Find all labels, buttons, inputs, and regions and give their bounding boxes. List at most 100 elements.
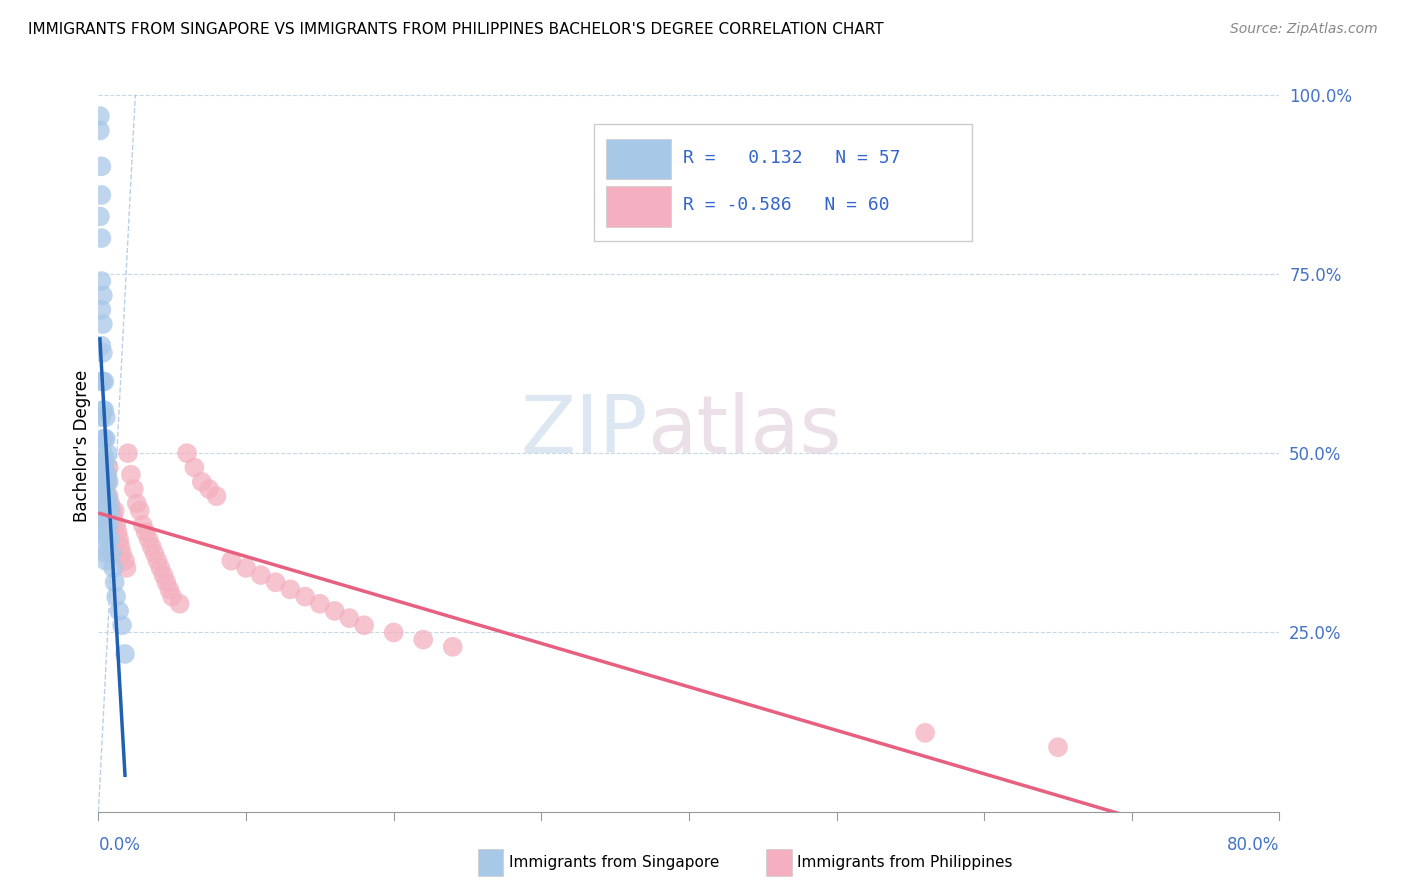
Point — [105, 517, 128, 532]
Point — [90, 410, 112, 425]
Point — [96, 517, 118, 532]
Point — [94, 432, 117, 446]
Point — [100, 503, 122, 517]
Point — [98, 503, 121, 517]
Point — [104, 503, 127, 517]
Point — [138, 533, 160, 547]
Point — [93, 375, 115, 389]
Point — [94, 503, 117, 517]
Point — [90, 231, 112, 245]
Point — [176, 446, 198, 460]
Point — [94, 554, 117, 568]
Point — [94, 524, 117, 539]
Point — [141, 540, 163, 554]
Point — [93, 510, 115, 524]
Text: IMMIGRANTS FROM SINGAPORE VS IMMIGRANTS FROM PHILIPPINES BACHELOR'S DEGREE CORRE: IMMIGRANTS FROM SINGAPORE VS IMMIGRANTS … — [28, 22, 884, 37]
Text: 0.0%: 0.0% — [98, 836, 141, 854]
Point — [114, 554, 136, 568]
Point — [91, 460, 114, 475]
Point — [90, 188, 112, 202]
Point — [309, 597, 332, 611]
Point — [90, 338, 112, 352]
Point — [191, 475, 214, 489]
Point — [97, 489, 120, 503]
Point — [294, 590, 316, 604]
Text: atlas: atlas — [648, 392, 842, 470]
Point — [278, 582, 302, 597]
Point — [93, 482, 115, 496]
Point — [89, 210, 111, 224]
Point — [90, 302, 112, 317]
Point — [94, 475, 117, 489]
Point — [90, 503, 112, 517]
Point — [107, 524, 129, 539]
Point — [98, 533, 121, 547]
Point — [104, 575, 127, 590]
Point — [94, 510, 117, 524]
Point — [149, 561, 172, 575]
Point — [198, 482, 221, 496]
Point — [108, 533, 131, 547]
Point — [105, 590, 128, 604]
Point — [97, 517, 120, 532]
Point — [91, 345, 114, 359]
Point — [94, 453, 117, 467]
FancyBboxPatch shape — [595, 124, 973, 241]
Point — [115, 561, 138, 575]
Point — [111, 547, 134, 561]
Point — [93, 524, 115, 539]
Point — [94, 540, 117, 554]
Point — [103, 510, 125, 524]
Point — [91, 482, 114, 496]
Point — [97, 496, 120, 510]
Point — [94, 410, 117, 425]
Point — [1046, 740, 1069, 755]
Point — [143, 547, 166, 561]
Point — [250, 568, 273, 582]
FancyBboxPatch shape — [606, 186, 671, 227]
Text: R = -0.586   N = 60: R = -0.586 N = 60 — [683, 196, 890, 214]
Point — [91, 446, 114, 460]
Point — [94, 547, 117, 561]
Text: Immigrants from Singapore: Immigrants from Singapore — [509, 855, 720, 870]
Point — [117, 446, 139, 460]
Point — [90, 375, 112, 389]
Point — [96, 489, 118, 503]
Point — [93, 432, 115, 446]
Point — [264, 575, 287, 590]
Point — [97, 460, 120, 475]
Point — [96, 475, 118, 489]
Point — [96, 503, 118, 517]
Point — [146, 554, 169, 568]
Point — [235, 561, 257, 575]
Point — [90, 159, 112, 173]
Text: R =   0.132   N = 57: R = 0.132 N = 57 — [683, 149, 900, 167]
Point — [108, 604, 131, 618]
Point — [219, 554, 242, 568]
Point — [97, 475, 120, 489]
Point — [157, 582, 180, 597]
Point — [96, 467, 118, 482]
Point — [111, 618, 134, 632]
Point — [91, 475, 114, 489]
Point — [90, 475, 112, 489]
Point — [135, 524, 157, 539]
Point — [110, 540, 132, 554]
Point — [382, 625, 405, 640]
Point — [155, 575, 177, 590]
Point — [183, 460, 205, 475]
Point — [96, 533, 118, 547]
Point — [91, 317, 114, 331]
Point — [100, 547, 122, 561]
Point — [96, 446, 118, 460]
Point — [114, 647, 136, 661]
Point — [169, 597, 191, 611]
Point — [128, 503, 150, 517]
Point — [441, 640, 464, 654]
Point — [205, 489, 228, 503]
Point — [323, 604, 346, 618]
Point — [93, 460, 115, 475]
Point — [152, 568, 174, 582]
Text: 80.0%: 80.0% — [1227, 836, 1279, 854]
Point — [93, 460, 115, 475]
